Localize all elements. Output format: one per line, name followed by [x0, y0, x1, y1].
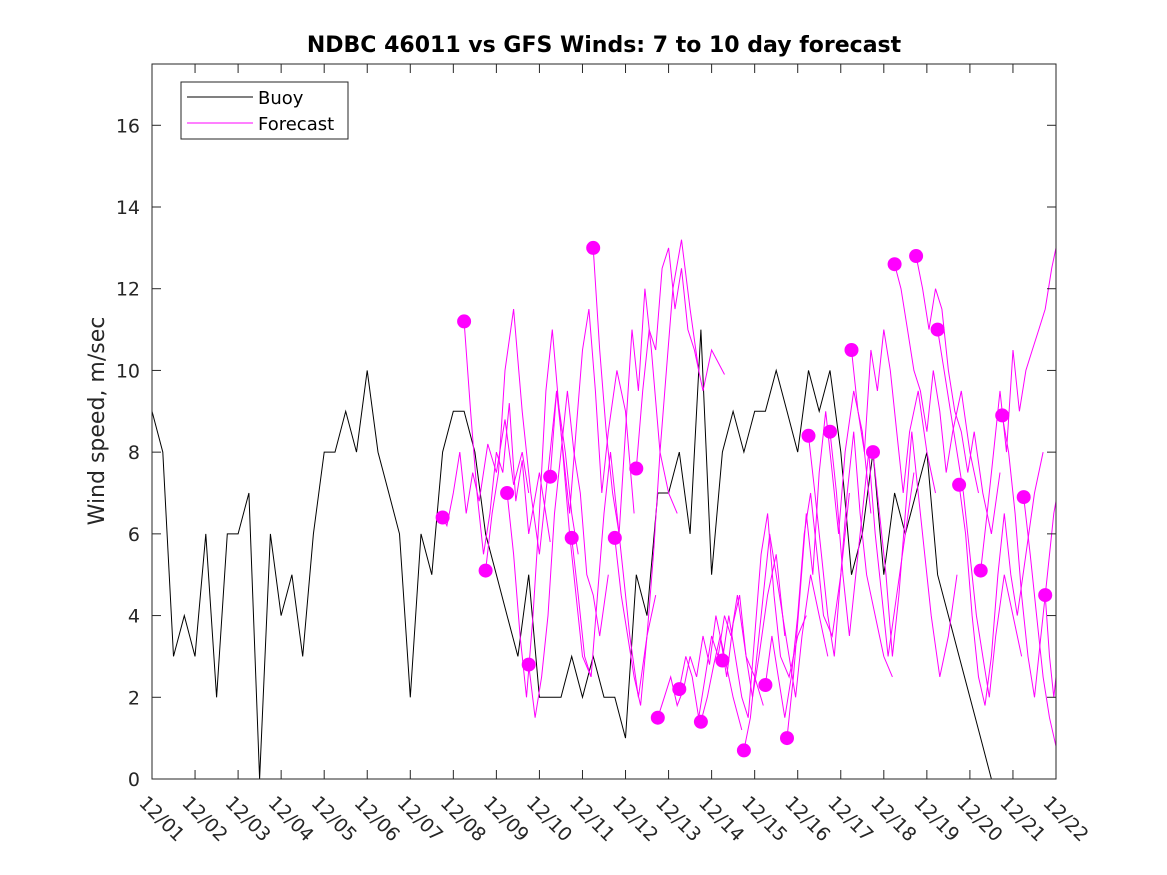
forecast-series-line-17	[786, 390, 872, 739]
forecast-series-line-10	[635, 247, 725, 469]
y-tick-label: 10	[116, 360, 140, 382]
forecast-series-line-1	[442, 419, 530, 528]
forecast-start-point-12	[672, 682, 687, 697]
legend-buoy-label: Buoy	[258, 88, 304, 109]
forecast-start-point-18	[801, 428, 816, 443]
forecast-series-line-15	[743, 533, 829, 751]
forecast-start-point-6	[543, 469, 558, 484]
y-tick-label: 4	[128, 606, 140, 628]
forecast-series-line-18	[808, 431, 893, 678]
forecast-series-line-24	[937, 329, 1023, 698]
legend: Buoy Forecast	[180, 81, 349, 140]
forecast-start-point-11	[650, 710, 665, 725]
forecast-start-point-1	[435, 510, 450, 525]
forecast-series-line-28	[1023, 497, 1057, 747]
plot-frame	[151, 63, 1057, 780]
forecast-series-line-26	[980, 247, 1057, 571]
forecast-start-point-20	[844, 343, 859, 357]
forecast-series-line-14	[721, 513, 807, 718]
forecast-start-point-10	[629, 461, 644, 476]
forecast-start-point-14	[715, 653, 730, 668]
y-axis: 0 2 4 6 8 10 12 14 16	[116, 115, 1056, 791]
forecast-series-line-27	[1001, 415, 1057, 698]
forecast-start-point-9	[607, 530, 622, 545]
forecast-start-point-13	[693, 714, 708, 729]
forecast-series-line-9	[614, 239, 700, 706]
forecast-series-line-13	[700, 554, 786, 722]
forecast-start-point-3	[478, 563, 493, 578]
forecast-series-line-21	[872, 431, 958, 678]
forecast-start-point-4	[500, 486, 515, 500]
plot-area	[152, 64, 1056, 779]
forecast-start-point-29	[1038, 588, 1053, 603]
forecast-start-point-24	[930, 322, 945, 337]
forecast-start-point-17	[780, 731, 794, 746]
forecast-series-line-4	[506, 329, 592, 698]
forecast-series-line-6	[549, 309, 635, 514]
forecast-series-line-22	[894, 264, 979, 494]
y-tick-label: 2	[128, 687, 140, 709]
legend-forecast-label: Forecast	[258, 114, 334, 135]
forecast-start-point-15	[736, 743, 751, 758]
forecast-start-markers	[435, 240, 1053, 758]
forecast-start-point-21	[866, 445, 880, 460]
y-tick-label: 12	[116, 279, 140, 301]
y-tick-label: 6	[128, 524, 140, 546]
forecast-start-point-7	[564, 530, 579, 545]
forecast-series-line-5	[528, 390, 609, 718]
y-axis-label: Wind speed, m/sec	[85, 317, 110, 526]
forecast-start-point-22	[887, 257, 902, 272]
forecast-start-point-8	[586, 240, 601, 255]
y-tick-label: 14	[116, 197, 140, 219]
forecast-series-line-2	[463, 321, 551, 555]
forecast-start-point-2	[457, 314, 472, 329]
y-tick-label: 8	[128, 442, 140, 464]
forecast-series-line-25	[958, 451, 1044, 706]
forecast-start-point-16	[758, 678, 773, 692]
y-tick-label: 0	[128, 769, 140, 791]
series-layer	[151, 239, 1057, 780]
forecast-start-point-23	[909, 249, 924, 263]
forecast-start-point-25	[952, 477, 967, 492]
forecast-start-point-19	[823, 424, 837, 439]
forecast-start-point-28	[1016, 490, 1031, 505]
chart-title: NDBC 46011 vs GFS Winds: 7 to 10 day for…	[307, 33, 902, 58]
forecast-start-point-5	[521, 657, 536, 672]
forecast-start-point-26	[973, 563, 988, 578]
forecast-series-line-29	[1044, 595, 1057, 698]
forecast-series-line-23	[915, 255, 1001, 535]
legend-box	[180, 81, 349, 140]
forecast-series-line-20	[851, 329, 936, 494]
forecast-series-line-3	[485, 309, 579, 571]
forecast-start-point-27	[995, 408, 1010, 423]
y-tick-label: 16	[116, 115, 140, 137]
